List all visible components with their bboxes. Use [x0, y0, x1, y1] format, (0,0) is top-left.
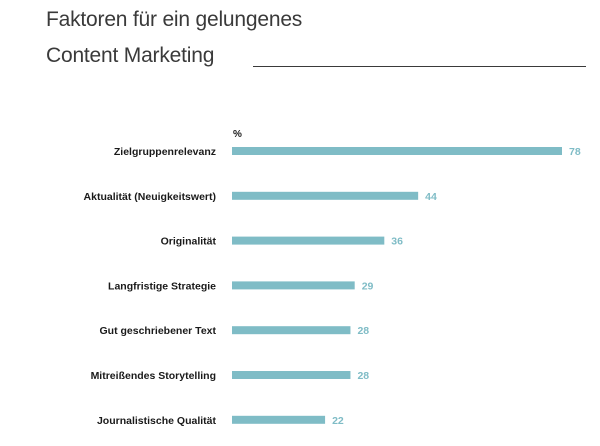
bar — [232, 326, 351, 335]
category-label: Aktualität (Neuigkeitswert) — [84, 191, 216, 203]
bar — [232, 371, 351, 379]
bar — [232, 236, 385, 245]
category-label: Gut geschriebener Text — [99, 325, 216, 337]
value-label: 22 — [332, 415, 344, 427]
bar — [232, 281, 355, 290]
bar — [232, 415, 326, 424]
category-label: Originalität — [161, 236, 217, 248]
category-label: Journalistische Qualität — [97, 415, 217, 427]
bar — [232, 191, 419, 200]
value-label: 28 — [357, 325, 369, 337]
value-label: 36 — [391, 236, 403, 248]
value-label: 28 — [357, 370, 369, 382]
bar-group: Zielgruppenrelevanz 78 Aktualität (Neuigke… — [84, 146, 581, 427]
bar — [232, 147, 562, 155]
chart-title-line-1: Faktoren für ein gelungenes — [46, 8, 303, 31]
chart-title-line-2: Content Marketing — [46, 44, 215, 67]
value-label: 29 — [362, 280, 374, 292]
unit-label: % — [233, 129, 242, 140]
category-label: Langfristige Strategie — [108, 280, 216, 292]
value-label: 78 — [569, 146, 581, 158]
value-label: 44 — [425, 191, 437, 203]
title-underline — [253, 66, 586, 67]
category-label: Zielgruppenrelevanz — [114, 146, 216, 158]
category-label: Mitreißendes Storytelling — [91, 370, 216, 382]
